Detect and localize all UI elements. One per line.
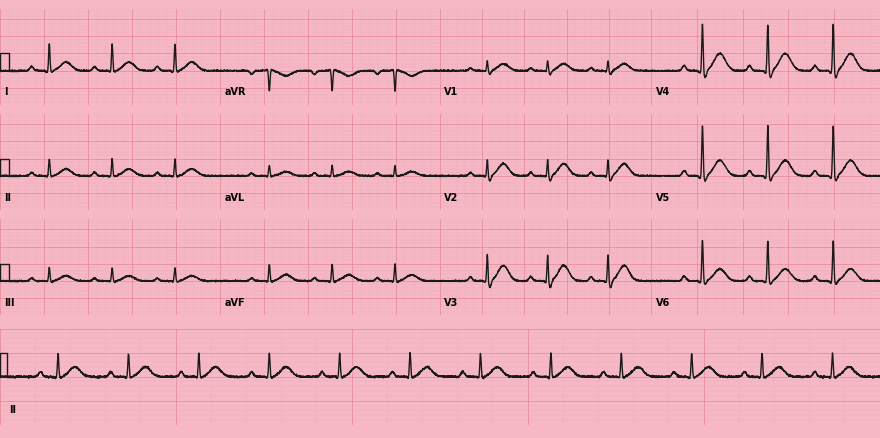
Text: I: I <box>4 88 8 97</box>
Text: V1: V1 <box>444 88 458 97</box>
Text: II: II <box>4 193 11 202</box>
Text: V3: V3 <box>444 298 458 307</box>
Text: V5: V5 <box>656 193 670 202</box>
Text: aVR: aVR <box>224 88 246 97</box>
Text: V4: V4 <box>656 88 670 97</box>
Text: V2: V2 <box>444 193 458 202</box>
Text: II: II <box>9 405 16 415</box>
Text: V6: V6 <box>656 298 670 307</box>
Text: III: III <box>4 298 15 307</box>
Text: aVL: aVL <box>224 193 245 202</box>
Text: aVF: aVF <box>224 298 245 307</box>
